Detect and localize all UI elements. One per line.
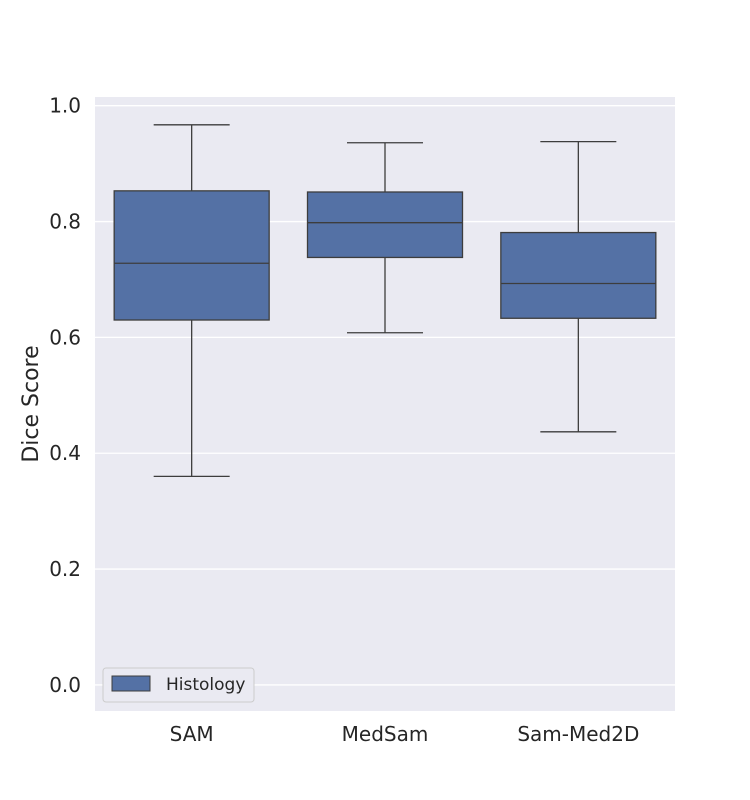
box-medsam bbox=[306, 142, 464, 334]
y-tick-label-3: 0.6 bbox=[49, 325, 81, 349]
iqr-box bbox=[113, 190, 270, 321]
y-tick-label-2: 0.4 bbox=[49, 441, 81, 465]
legend-swatch bbox=[111, 675, 151, 692]
x-tick-labels: SAM MedSam Sam-Med2D bbox=[170, 722, 640, 746]
box-sam-med2d bbox=[500, 140, 657, 433]
y-tick-label-1: 0.2 bbox=[49, 557, 81, 581]
legend-label: Histology bbox=[166, 675, 245, 695]
x-tick-label-sam: SAM bbox=[170, 722, 214, 746]
iqr-box bbox=[306, 191, 464, 259]
box-sam bbox=[113, 124, 270, 478]
iqr-box bbox=[500, 231, 657, 319]
y-tick-label-4: 0.8 bbox=[49, 210, 81, 234]
x-tick-label-sam-med2d: Sam-Med2D bbox=[517, 722, 639, 746]
boxes bbox=[113, 124, 657, 478]
x-tick-label-medsam: MedSam bbox=[342, 722, 429, 746]
y-tick-labels: 0.0 0.2 0.4 0.6 0.8 1.0 bbox=[49, 94, 81, 697]
y-tick-label-5: 1.0 bbox=[49, 94, 81, 118]
y-tick-label-0: 0.0 bbox=[49, 673, 81, 697]
legend: Histology bbox=[102, 667, 255, 703]
y-axis-label: Dice Score bbox=[19, 345, 44, 462]
